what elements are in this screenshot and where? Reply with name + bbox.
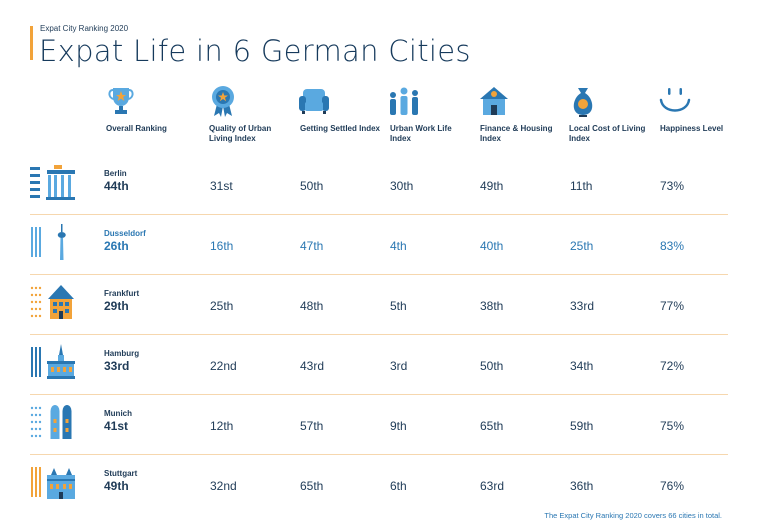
quality-cell: 22nd [210,359,237,373]
column-header-quality: Quality of Urban Living Index [209,124,272,143]
work-cell: 5th [390,299,407,313]
sofa-icon [299,89,329,114]
finance-cell: 65th [480,419,504,433]
column-header-happiness: Happiness Level [660,124,724,133]
settled-cell: 65th [300,479,324,493]
happiness-cell: 72% [660,359,685,373]
column-header-work: Urban Work Life Index [390,124,452,143]
finance-cell: 63rd [480,479,505,493]
city-name: Berlin [104,169,127,178]
row-divider [30,454,728,455]
city-name: Hamburg [104,349,140,358]
happiness-cell: 76% [660,479,685,493]
overall-rank: 49th [104,479,129,493]
settled-cell: 48th [300,299,324,313]
city-name: Dusseldorf [104,229,146,238]
town-hall-icon [31,344,75,379]
finance-cell: 50th [480,359,504,373]
finance-cell: 38th [480,299,504,313]
work-cell: 6th [390,479,407,493]
trophy-icon [108,88,134,114]
settled-cell: 50th [300,179,324,193]
happiness-cell: 75% [660,419,685,433]
cost-cell: 33rd [570,299,595,313]
settled-cell: 57th [300,419,324,433]
table-row-frankfurt: Frankfurt 29th 25th 48th 5th 38th 33rd 7… [30,275,728,335]
overall-rank: 29th [104,299,129,313]
money-bag-icon [573,88,593,117]
cost-cell: 59th [570,419,594,433]
city-name: Munich [104,409,132,418]
column-header-finance: Finance & Housing Index [480,124,553,143]
overall-rank: 44th [104,179,129,193]
footnote: The Expat City Ranking 2020 covers 66 ci… [544,511,722,520]
cost-cell: 34th [570,359,594,373]
table-row-stuttgart: Stuttgart 49th 32nd 65th 6th 63rd 36th 7… [30,455,728,515]
quality-cell: 12th [210,419,234,433]
house-icon [480,87,508,115]
table-row-berlin: Berlin 44th 31st 50th 30th 49th 11th 73% [30,155,728,215]
work-cell: 4th [390,239,407,253]
happiness-cell: 73% [660,179,685,193]
cost-cell: 25th [570,239,594,253]
work-cell: 3rd [390,359,408,373]
cost-cell: 36th [570,479,594,493]
finance-cell: 49th [480,179,504,193]
tv-tower-icon [31,224,66,260]
row-divider [30,274,728,275]
overall-rank: 41st [104,419,129,433]
table-row-hamburg: Hamburg 33rd 22nd 43rd 3rd 50th 34th 72% [30,335,728,395]
medal-icon [212,86,234,117]
cost-cell: 11th [570,179,593,193]
people-icon [390,87,418,115]
table-row-dusseldorf: Dusseldorf 26th 16th 47th 4th 40th 25th … [30,215,728,275]
timber-house-icon [30,285,74,319]
overall-rank: 26th [104,239,129,253]
happiness-cell: 77% [660,299,685,313]
table-row-munich: Munich 41st 12th 57th 9th 65th 59th 75% [30,395,728,455]
finance-cell: 40th [480,239,504,253]
quality-cell: 25th [210,299,234,313]
frauenkirche-icon [30,405,72,439]
page-subtitle: Expat City Ranking 2020 [40,24,129,33]
city-name: Frankfurt [104,289,140,298]
page-title: Expat Life in 6 German Cities [39,34,471,68]
smile-icon [659,88,691,112]
quality-cell: 16th [210,239,234,253]
castle-icon [31,467,75,499]
work-cell: 9th [390,419,407,433]
row-divider [30,334,728,335]
column-header-cost: Local Cost of Living Index [569,124,646,143]
city-name: Stuttgart [104,469,138,478]
column-header-settled: Getting Settled Index [300,124,381,133]
overall-rank: 33rd [104,359,130,373]
settled-cell: 47th [300,239,324,253]
happiness-cell: 83% [660,239,685,253]
title-accent-bar [30,26,33,60]
quality-cell: 32nd [210,479,237,493]
column-header-overall: Overall Ranking [106,124,167,133]
row-divider [30,214,728,215]
settled-cell: 43rd [300,359,325,373]
brandenburg-gate-icon [30,165,75,200]
row-divider [30,394,728,395]
quality-cell: 31st [210,179,233,193]
work-cell: 30th [390,179,414,193]
